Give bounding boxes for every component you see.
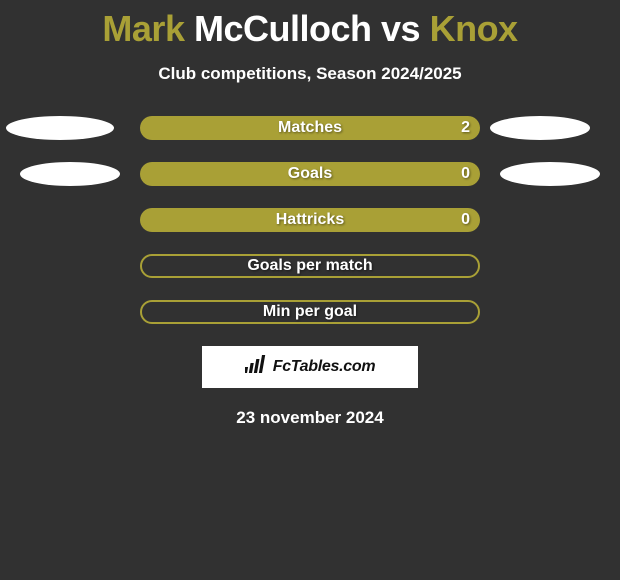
- player-ellipse-left: [6, 116, 114, 140]
- bar-chart-icon: [245, 355, 269, 380]
- player1-first: Mark: [102, 8, 184, 49]
- stat-row: Goals per match: [140, 254, 480, 278]
- player2: Knox: [430, 8, 518, 49]
- stat-label: Goals: [288, 165, 332, 183]
- comparison-chart: Matches 2 Goals 0 Hattricks 0 Goals per match M…: [0, 116, 620, 324]
- player-ellipse-left: [20, 162, 120, 186]
- subtitle: Club competitions, Season 2024/2025: [0, 64, 620, 84]
- stat-row: Min per goal: [140, 300, 480, 324]
- vs-word: vs: [381, 8, 420, 49]
- stat-label: Matches: [278, 119, 342, 137]
- stat-label: Goals per match: [247, 257, 372, 275]
- stat-value: 2: [461, 116, 470, 140]
- stat-row: Matches 2: [140, 116, 480, 140]
- player-ellipse-right: [500, 162, 600, 186]
- brand-text: FcTables.com: [273, 358, 376, 376]
- page-title: Mark McCulloch vs Knox: [0, 0, 620, 50]
- stat-row: Goals 0: [140, 162, 480, 186]
- stat-value: 0: [461, 162, 470, 186]
- stat-label: Hattricks: [276, 211, 344, 229]
- player1-last: McCulloch: [194, 8, 372, 49]
- player-ellipse-right: [490, 116, 590, 140]
- stat-row: Hattricks 0: [140, 208, 480, 232]
- date-label: 23 november 2024: [0, 408, 620, 428]
- stat-label: Min per goal: [263, 303, 357, 321]
- stat-value: 0: [461, 208, 470, 232]
- brand-badge: FcTables.com: [202, 346, 418, 388]
